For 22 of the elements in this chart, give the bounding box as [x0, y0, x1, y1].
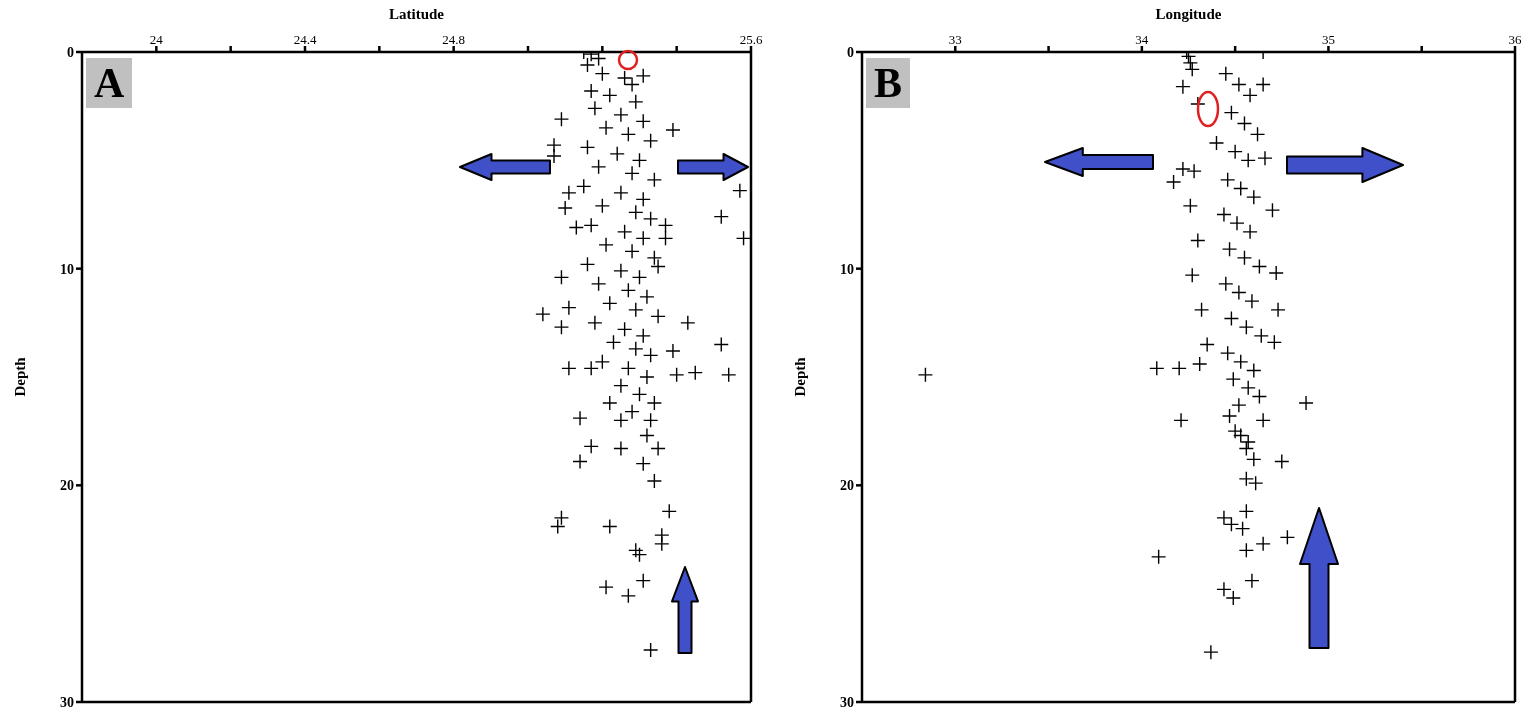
y-tick-label: 20 — [60, 478, 74, 494]
y-tick-label: 10 — [840, 261, 854, 277]
annotation: A — [86, 58, 133, 108]
y-axis-title: Depth — [12, 356, 29, 397]
x-axis-title: Longitude — [1155, 5, 1222, 22]
y-tick-label: 0 — [67, 44, 74, 60]
y-tick-label: 0 — [847, 44, 854, 60]
x-tick-label: 34 — [1135, 32, 1149, 47]
x-tick-label: 25.6 — [739, 32, 763, 47]
x-tick-label: 24.4 — [293, 32, 317, 47]
y-tick-label: 30 — [60, 694, 74, 710]
y-axis-title: Depth — [792, 356, 809, 397]
y-tick-label: 30 — [840, 694, 854, 710]
y-tick-label: 20 — [840, 478, 854, 494]
x-tick-label: 24 — [149, 32, 164, 47]
x-axis-title: Latitude — [388, 5, 445, 22]
annotation: B — [866, 58, 911, 108]
x-tick-label: 35 — [1321, 32, 1335, 47]
x-tick-label: 33 — [948, 32, 962, 47]
x-tick-label: 36 — [1508, 32, 1522, 47]
y-tick-label: 10 — [60, 261, 74, 277]
x-tick-label: 24.8 — [442, 32, 466, 47]
